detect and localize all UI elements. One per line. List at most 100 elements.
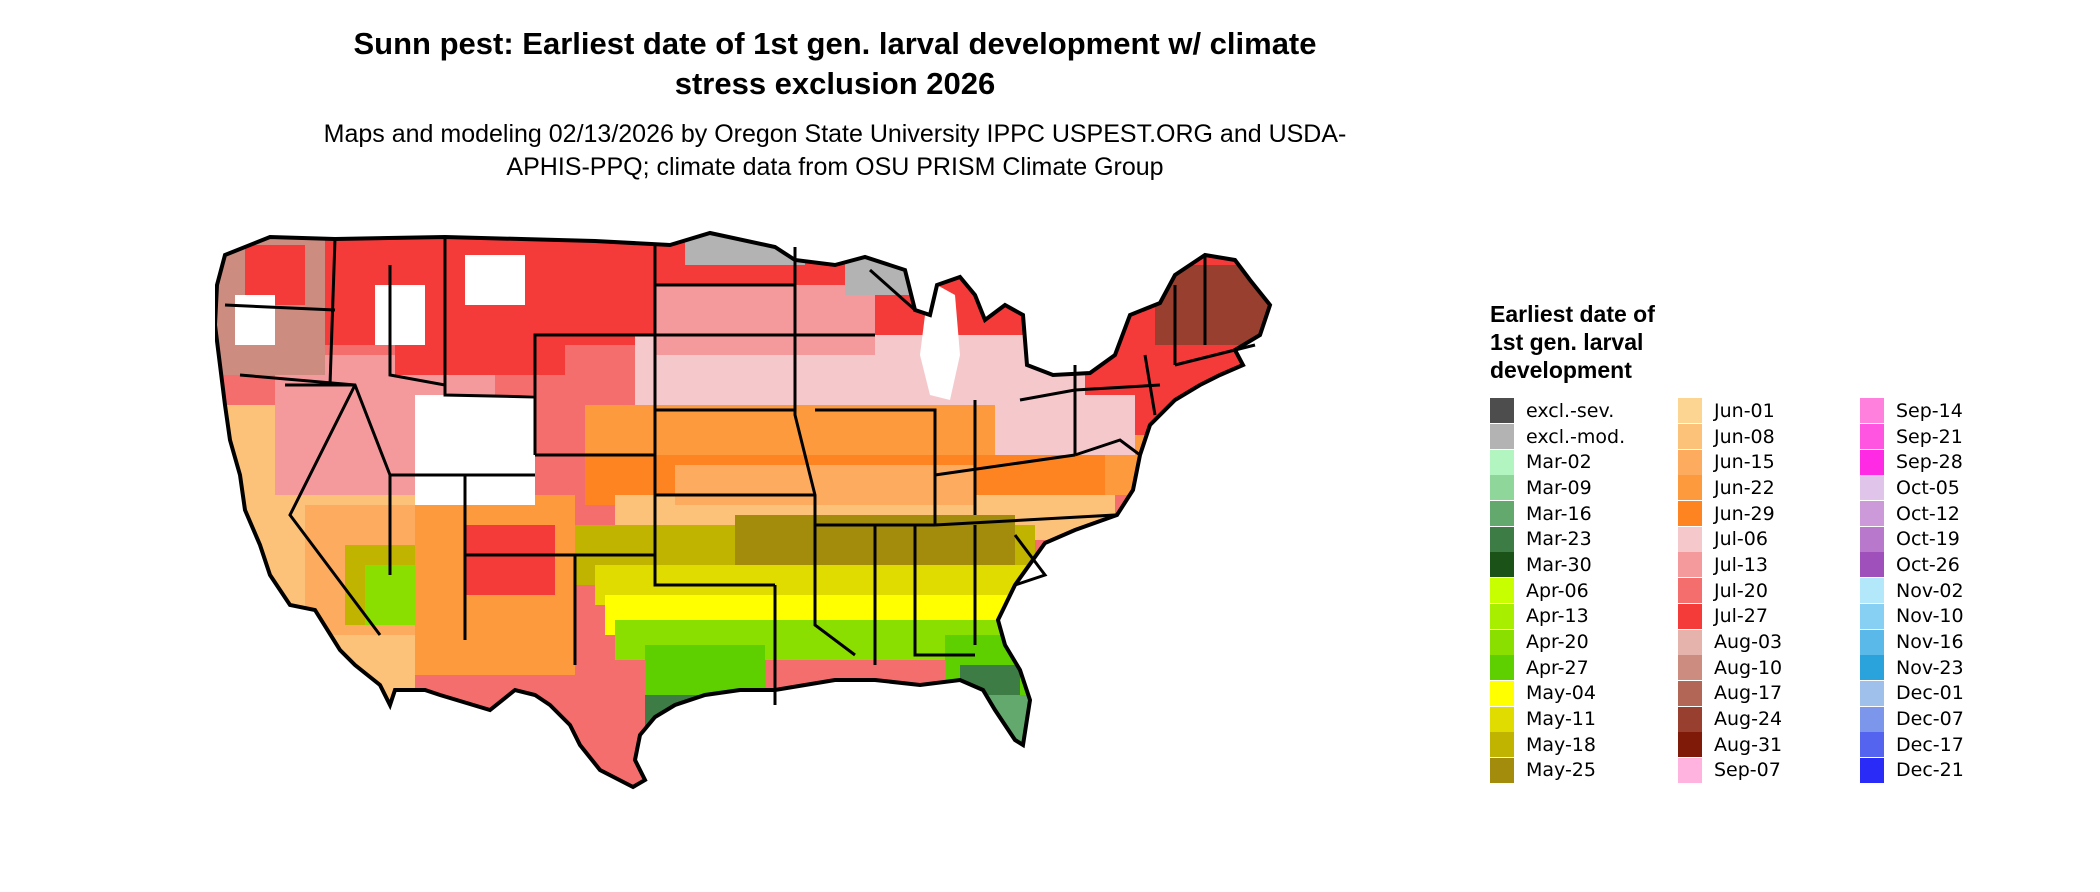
legend-label: Dec-07 [1896, 708, 1964, 731]
legend-swatch [1860, 552, 1884, 578]
legend-label: Apr-13 [1526, 605, 1589, 628]
legend-label: Mar-02 [1526, 451, 1592, 474]
legend-item: May-18 [1490, 732, 1656, 758]
us-map [215, 225, 1475, 890]
legend-label: Aug-17 [1714, 682, 1783, 705]
legend-swatch [1860, 424, 1884, 450]
legend-swatch [1678, 475, 1702, 501]
legend-label: Jul-06 [1714, 528, 1768, 551]
legend-label: Jul-27 [1714, 605, 1768, 628]
legend-item: Aug-24 [1678, 706, 1838, 732]
legend-item: Dec-17 [1860, 732, 2020, 758]
legend-label: excl.-sev. [1526, 399, 1615, 422]
map-fill [215, 233, 1270, 787]
legend-label: Apr-06 [1526, 579, 1589, 602]
legend-item: Sep-07 [1678, 757, 1838, 784]
legend-item: Oct-12 [1860, 501, 2020, 527]
legend-swatch [1490, 552, 1514, 578]
legend-swatch [1490, 706, 1514, 732]
legend-item: Dec-01 [1860, 680, 2020, 707]
legend-label: Mar-09 [1526, 476, 1592, 499]
legend-label: Oct-05 [1896, 476, 1960, 499]
legend-label: Dec-17 [1896, 733, 1964, 756]
legend-swatch [1490, 424, 1514, 450]
legend-label: Mar-23 [1526, 528, 1592, 551]
legend-swatch [1860, 706, 1884, 732]
legend-swatch [1490, 501, 1514, 527]
legend-item: excl.-sev. [1490, 398, 1656, 424]
legend-label: Jun-08 [1714, 425, 1775, 448]
legend-label: Apr-27 [1526, 656, 1589, 679]
legend-item: Aug-31 [1678, 732, 1838, 758]
us-map-svg [215, 231, 1272, 789]
legend-label: Jun-22 [1714, 476, 1775, 499]
map-heading: Sunn pest: Earliest date of 1st gen. lar… [0, 24, 1670, 184]
legend-swatch [1678, 552, 1702, 578]
legend-swatch [1490, 629, 1514, 655]
legend-columns: excl.-sev. excl.-mod. Mar-02 Mar-09 Mar-16 Ma… [1490, 398, 2090, 783]
legend-label: Jul-13 [1714, 553, 1768, 576]
legend-item: Nov-10 [1860, 603, 2020, 630]
legend-label: Mar-16 [1526, 502, 1592, 525]
legend-swatch [1678, 706, 1702, 732]
legend-item: Jun-01 [1678, 398, 1838, 424]
legend-swatch [1860, 526, 1884, 552]
legend-label: Dec-21 [1896, 759, 1964, 782]
legend-label: May-11 [1526, 708, 1596, 731]
legend-label: Jul-20 [1714, 579, 1768, 602]
state-borders [224, 237, 1256, 705]
legend-item: May-11 [1490, 706, 1656, 732]
legend-swatch [1860, 603, 1884, 629]
legend-swatch [1860, 655, 1884, 681]
legend-column: excl.-sev. excl.-mod. Mar-02 Mar-09 Mar-16 Ma… [1490, 398, 1656, 783]
legend-swatch [1490, 732, 1514, 758]
legend-swatch [1860, 629, 1884, 655]
legend-item: Mar-23 [1490, 526, 1656, 552]
legend-item: Jul-20 [1678, 578, 1838, 604]
legend-swatch [1490, 449, 1514, 475]
legend-label: Nov-10 [1896, 605, 1964, 628]
legend-swatch [1490, 578, 1514, 604]
legend-item: Nov-23 [1860, 655, 2020, 681]
legend-swatch [1678, 680, 1702, 706]
legend-swatch [1678, 501, 1702, 527]
legend-label: Aug-10 [1714, 656, 1783, 679]
map-legend: Earliest date of 1st gen. larval develop… [1490, 300, 2090, 783]
legend-label: Aug-24 [1714, 708, 1783, 731]
legend-label: Jun-29 [1714, 502, 1775, 525]
legend-item: May-25 [1490, 757, 1656, 784]
legend-label: Sep-21 [1896, 425, 1963, 448]
legend-label: Dec-01 [1896, 682, 1964, 705]
legend-label: Apr-20 [1526, 631, 1589, 654]
legend-item: Nov-02 [1860, 578, 2020, 604]
legend-column: Sep-14 Sep-21 Sep-28 Oct-05 Oct-12 Oct-19 Oct-… [1860, 398, 2020, 783]
legend-swatch [1490, 526, 1514, 552]
legend-item: Jun-29 [1678, 501, 1838, 527]
legend-swatch [1678, 732, 1702, 758]
legend-label: May-04 [1526, 682, 1596, 705]
legend-swatch [1678, 424, 1702, 450]
legend-swatch [1490, 475, 1514, 501]
legend-label: Oct-26 [1896, 553, 1960, 576]
legend-item: Aug-10 [1678, 655, 1838, 681]
legend-label: Jun-15 [1714, 451, 1775, 474]
legend-swatch [1860, 475, 1884, 501]
legend-label: Sep-28 [1896, 451, 1963, 474]
map-title: Sunn pest: Earliest date of 1st gen. lar… [353, 26, 1317, 101]
legend-swatch [1490, 680, 1514, 706]
legend-item: Jun-15 [1678, 449, 1838, 475]
map-subtitle: Maps and modeling 02/13/2026 by Oregon S… [323, 120, 1347, 181]
legend-item: Aug-03 [1678, 629, 1838, 655]
legend-label: Oct-19 [1896, 528, 1960, 551]
legend-swatch [1678, 449, 1702, 475]
legend-swatch [1678, 398, 1702, 424]
legend-label: Aug-03 [1714, 631, 1783, 654]
legend-label: Nov-16 [1896, 631, 1964, 654]
legend-swatch [1860, 449, 1884, 475]
legend-column: Jun-01 Jun-08 Jun-15 Jun-22 Jun-29 Jul-06 Jul-… [1678, 398, 1838, 783]
legend-label: Nov-23 [1896, 656, 1964, 679]
legend-swatch [1678, 757, 1702, 783]
legend-swatch [1490, 655, 1514, 681]
legend-swatch [1678, 578, 1702, 604]
legend-swatch [1860, 501, 1884, 527]
